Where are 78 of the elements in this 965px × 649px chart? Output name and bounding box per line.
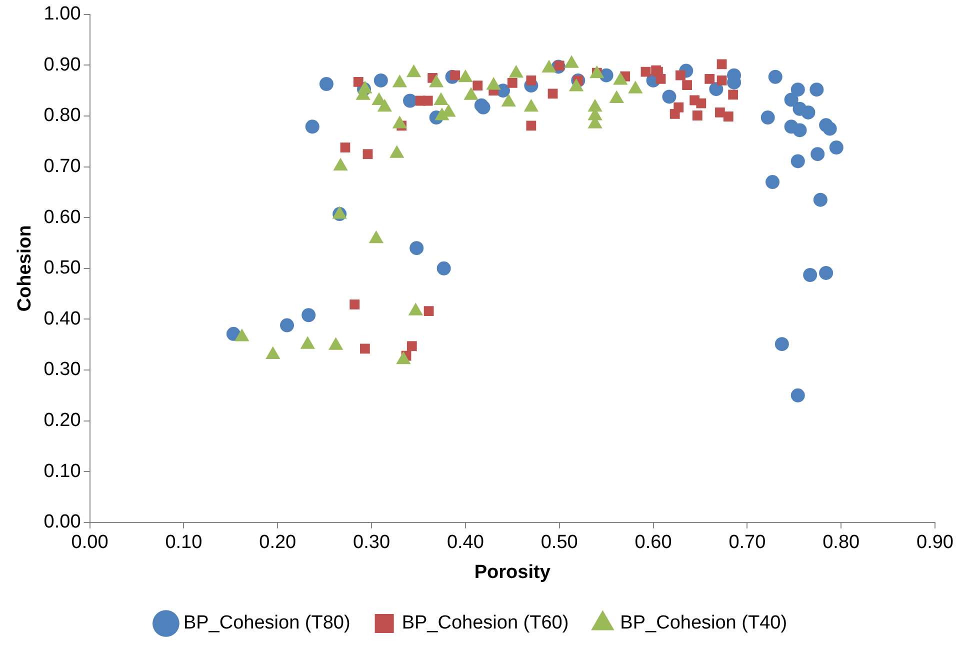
point <box>813 192 828 207</box>
point <box>353 77 364 87</box>
point <box>810 147 825 162</box>
y-axis-title: Cohesion <box>14 225 36 312</box>
point <box>656 74 666 84</box>
point <box>728 90 738 100</box>
point <box>810 82 824 97</box>
point <box>768 70 782 84</box>
x-tick-label: 0.60 <box>634 532 672 554</box>
point <box>716 59 727 70</box>
point <box>709 82 724 96</box>
legend-label: BP_Cohesion (T80) <box>183 612 350 634</box>
x-tick-label: 0.70 <box>728 532 766 554</box>
point <box>704 74 715 84</box>
point <box>280 318 294 332</box>
point <box>760 110 775 125</box>
y-tick-label: 0.20 <box>44 410 81 432</box>
point <box>792 123 807 138</box>
x-tick-label: 0.80 <box>822 532 860 554</box>
point <box>526 120 536 131</box>
point <box>674 102 684 112</box>
y-tick-label: 0.90 <box>44 54 81 76</box>
point <box>676 70 686 80</box>
point <box>766 175 780 190</box>
point <box>822 122 837 136</box>
point <box>360 344 370 354</box>
point <box>801 105 816 120</box>
y-tick-label: 1.00 <box>44 4 81 25</box>
point <box>374 73 388 88</box>
x-tick-label: 0.00 <box>71 532 108 554</box>
legend-label: BP_Cohesion (T40) <box>620 612 788 634</box>
point <box>302 308 316 322</box>
legend-label: BP_Cohesion (T60) <box>402 612 569 634</box>
x-tick-label: 0.90 <box>916 532 954 554</box>
point <box>640 66 651 77</box>
point <box>723 112 734 122</box>
point <box>424 306 434 316</box>
y-tick-label: 0.40 <box>44 308 81 330</box>
point <box>774 337 789 352</box>
y-tick-label: 0.60 <box>44 206 81 228</box>
point <box>790 154 805 168</box>
point <box>714 107 725 118</box>
point <box>436 261 451 276</box>
y-tick-label: 0.10 <box>44 460 81 482</box>
point <box>548 88 558 99</box>
point <box>410 241 424 256</box>
x-tick-label: 0.20 <box>259 532 296 554</box>
x-tick-label: 0.10 <box>165 532 202 554</box>
x-tick-label: 0.50 <box>540 532 578 554</box>
point <box>803 268 818 282</box>
point <box>305 120 320 134</box>
x-axis-title: Porosity <box>474 562 551 583</box>
y-tick-label: 0.00 <box>44 512 81 533</box>
point <box>790 82 805 97</box>
point <box>350 300 360 310</box>
x-tick-label: 0.30 <box>353 532 390 554</box>
point <box>829 140 844 154</box>
point <box>507 78 518 88</box>
point <box>790 388 805 402</box>
point <box>819 266 834 280</box>
point <box>406 341 417 352</box>
point <box>716 75 727 86</box>
point <box>692 110 702 120</box>
y-tick-label: 0.80 <box>44 105 81 126</box>
point <box>403 94 418 108</box>
point <box>422 96 433 106</box>
point <box>696 98 706 108</box>
y-tick-label: 0.70 <box>44 156 81 178</box>
point <box>682 80 692 90</box>
point <box>362 149 373 160</box>
y-tick-label: 0.30 <box>44 359 81 380</box>
y-tick-label: 0.50 <box>44 258 81 279</box>
x-tick-label: 0.40 <box>446 532 484 554</box>
point <box>340 142 350 152</box>
point <box>662 90 676 104</box>
point <box>319 76 334 91</box>
point <box>526 75 536 86</box>
point <box>472 80 483 90</box>
